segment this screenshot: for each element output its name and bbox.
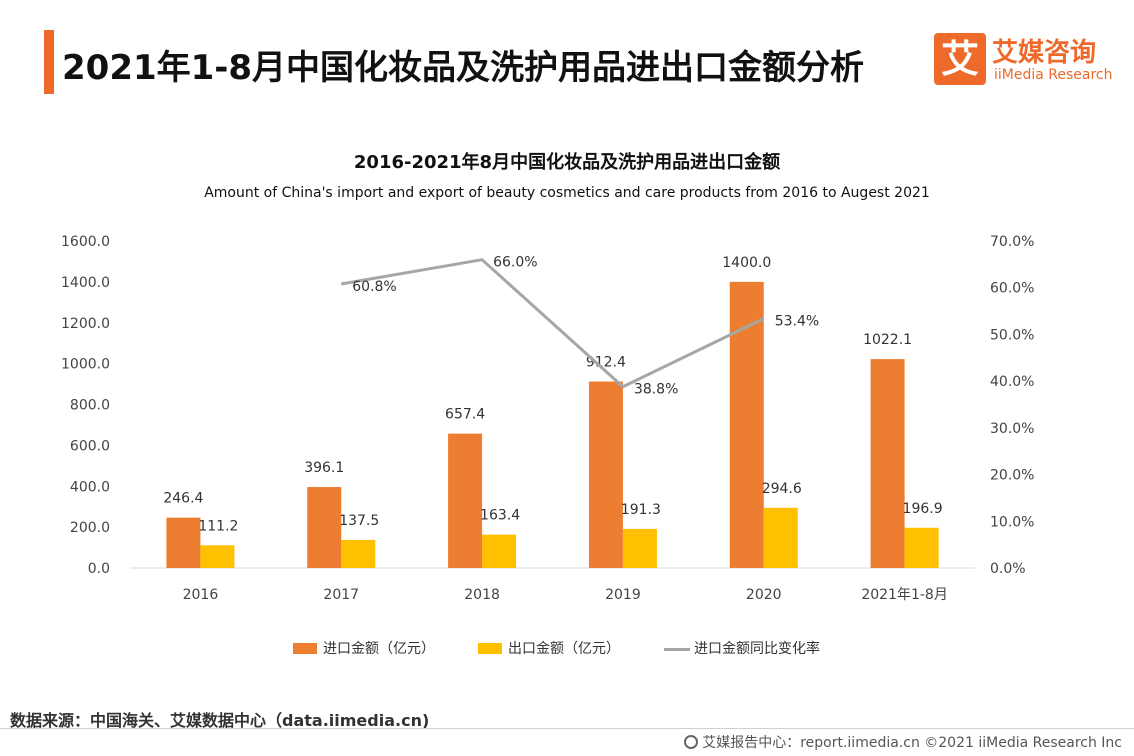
bar-export [200,545,235,568]
bar-export [763,507,798,568]
y-left-tick-label: 1600.0 [61,234,110,250]
chart-legend: 进口金额（亿元） 出口金额（亿元） 进口金额同比变化率 [0,638,1134,658]
growth-rate-label: 66.0% [493,255,537,271]
bar-import-label: 246.4 [163,491,203,507]
footer: 艾媒报告中心：report.iimedia.cn ©2021 iiMedia R… [684,732,1122,752]
bar-import [166,517,201,568]
page-title: 2021年1-8月中国化妆品及洗护用品进出口金额分析 [62,48,865,88]
growth-rate-label: 38.8% [634,382,678,398]
bar-export-label: 294.6 [762,481,802,497]
legend-swatch-export [478,643,502,654]
y-left-tick-label: 1200.0 [61,316,110,332]
bar-import [588,381,623,568]
bar-export [622,528,657,568]
growth-rate-line [340,258,765,389]
bar-import [448,433,483,568]
import-export-chart: 0.0 200.0 400.0 600.0 800.0 1000.0 1200.0 1400.… [61,234,1034,603]
logo-name-cn: 艾媒咨询 [992,38,1097,68]
legend-label-export: 出口金额（亿元） [508,641,620,657]
bar-import-label: 1022.1 [863,332,912,348]
footer-divider [0,728,1134,729]
legend-label-import: 进口金额（亿元） [323,641,435,657]
bar-import-label: 912.4 [586,355,626,371]
x-tick-label: 2021年1-8月 [861,587,948,603]
bar-export [341,539,376,568]
data-source: 数据来源：中国海关、艾媒数据中心（data.iimedia.cn) [10,711,430,730]
legend-swatch-import [293,643,317,654]
growth-rate-label: 53.4% [775,314,819,330]
y-left-tick-label: 200.0 [70,520,110,536]
x-tick-label: 2018 [464,587,500,603]
y-left-tick-label: 1000.0 [61,357,110,373]
bar-export-label: 111.2 [198,518,238,534]
bar-export [482,534,517,568]
y-right-tick-label: 70.0% [990,234,1034,250]
bar-import [870,359,905,568]
footer-text: 艾媒报告中心：report.iimedia.cn ©2021 iiMedia R… [702,735,1122,751]
chart-subtitle: Amount of China's import and export of b… [204,185,930,201]
y-right-tick-label: 30.0% [990,421,1034,437]
legend-swatch-growth [664,648,690,651]
x-tick-label: 2019 [605,587,641,603]
y-right-tick-label: 40.0% [990,374,1034,390]
y-left-tick-label: 600.0 [70,438,110,454]
bar-export-label: 196.9 [903,501,943,517]
bar-import [307,487,342,568]
y-left-tick-label: 1400.0 [61,275,110,291]
bar-import-label: 1400.0 [722,255,771,271]
x-tick-label: 2020 [746,587,782,603]
y-right-tick-label: 10.0% [990,514,1034,530]
y-right-tick-label: 20.0% [990,468,1034,484]
y-right-tick-label: 60.0% [990,281,1034,297]
bar-export-label: 137.5 [339,513,379,529]
bar-import [729,281,764,568]
y-left-tick-label: 800.0 [70,398,110,414]
y-right-tick-label: 50.0% [990,327,1034,343]
bar-import-label: 657.4 [445,407,485,423]
globe-icon [684,735,699,749]
logo-mark: 艾 [934,33,986,85]
logo-name-en: iiMedia Research [994,67,1113,83]
growth-rate-label: 60.8% [352,279,396,295]
x-tick-label: 2016 [183,587,219,603]
bar-export-label: 191.3 [621,502,661,518]
y-right-tick-label: 0.0% [990,561,1026,577]
bar-export [904,527,939,568]
y-left-tick-label: 400.0 [70,479,110,495]
title-accent-bar [44,30,54,94]
x-tick-label: 2017 [323,587,359,603]
y-left-tick-label: 0.0 [88,561,110,577]
bar-import-label: 396.1 [304,460,344,476]
legend-label-growth: 进口金额同比变化率 [694,641,820,657]
bar-export-label: 163.4 [480,508,520,524]
chart-title: 2016-2021年8月中国化妆品及洗护用品进出口金额 [353,152,781,173]
